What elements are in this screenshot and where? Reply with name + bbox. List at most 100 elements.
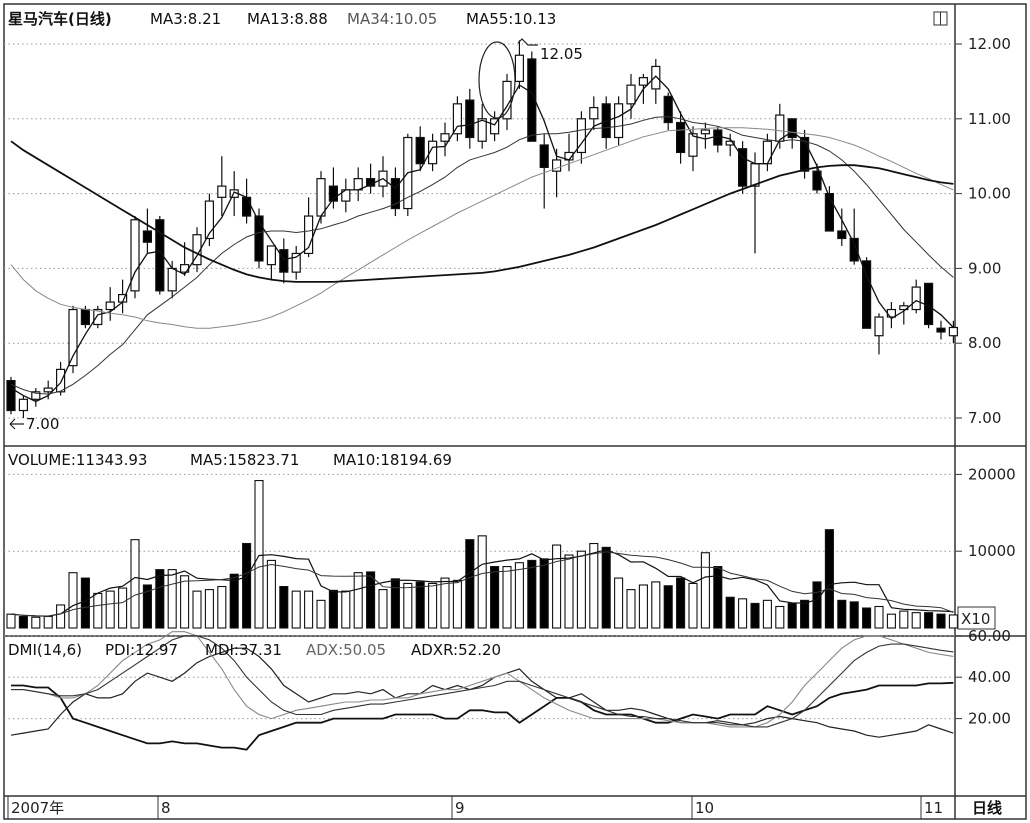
volume-bar — [787, 602, 797, 629]
dmi-tick-label: 60.00 — [968, 627, 1011, 645]
volume-ma10-line — [10, 551, 954, 617]
pdi-label: PDI:12.97 — [105, 641, 178, 659]
candle-body — [279, 249, 289, 273]
candle-body — [812, 170, 822, 191]
candle-body — [539, 144, 549, 169]
date-label: 9 — [455, 799, 465, 817]
candle-body — [93, 308, 103, 326]
dmi-tick-label: 40.00 — [968, 668, 1011, 686]
volume-bar — [465, 539, 475, 629]
price-tick-label: 10.00 — [968, 185, 1011, 203]
candle-body — [675, 121, 686, 154]
candle-body — [490, 118, 500, 135]
adx-line — [11, 631, 954, 728]
volume-bar — [452, 579, 462, 629]
volume-bar — [6, 613, 16, 629]
volume-bar — [254, 479, 264, 629]
candle-body — [452, 103, 462, 135]
volume-bar — [812, 581, 822, 629]
date-label: 10 — [695, 799, 714, 817]
volume-bar — [626, 589, 636, 629]
volume-bar — [217, 585, 227, 629]
volume-bar — [204, 589, 214, 629]
ma3-line — [10, 75, 954, 403]
volume-bar — [775, 605, 785, 629]
mdi-line — [11, 681, 954, 751]
price-tick-label: 9.00 — [968, 259, 1001, 277]
volume-bar — [514, 562, 524, 629]
candle-body — [824, 193, 835, 232]
candles — [6, 40, 959, 418]
price-tick-label: 7.00 — [968, 409, 1001, 427]
volume-bar — [403, 582, 413, 629]
candle-body — [837, 230, 847, 240]
volume-bar — [167, 569, 177, 629]
candle-body — [911, 286, 921, 311]
volume-bar — [291, 590, 301, 629]
volume-bar — [564, 554, 574, 629]
y-axis-ticks: 12.00 11.00 10.00 9.00 8.00 7.00 20000 10000 60.… — [955, 35, 1016, 728]
candle-body — [651, 65, 661, 90]
ma34-line — [10, 127, 954, 329]
volume-bar — [688, 582, 698, 629]
stock-name: 星马汽车(日线) — [8, 10, 112, 28]
candle-body — [167, 267, 177, 292]
volume-unit-label: X10 — [961, 610, 990, 628]
volume-tick-label: 10000 — [968, 542, 1016, 560]
restore-icon[interactable] — [933, 11, 948, 26]
candle-body — [762, 140, 773, 165]
candle-body — [266, 245, 276, 266]
volume-bar — [725, 596, 735, 629]
volume-bar — [527, 559, 537, 629]
volume-bar — [824, 529, 834, 629]
candle-body — [465, 99, 475, 139]
volume-bar — [242, 542, 252, 629]
candle-body — [18, 398, 28, 412]
outer-frame — [3, 3, 1027, 820]
volume-bar — [353, 572, 363, 629]
candle-body — [105, 301, 115, 311]
pdi-line — [10, 647, 954, 738]
volume-bar — [589, 542, 599, 629]
volume-ma10-label: MA10:18194.69 — [333, 451, 452, 469]
date-label: 2007年 — [11, 799, 64, 817]
candle-body — [663, 95, 673, 124]
candle-body — [886, 308, 897, 318]
date-label: 8 — [161, 799, 171, 817]
candle-body — [936, 327, 946, 333]
volume-bar — [614, 577, 624, 629]
volume-ma5-line — [10, 549, 954, 617]
adxr-label: ADXR:52.20 — [411, 641, 501, 659]
low-arrow — [9, 418, 24, 430]
candle-body — [440, 133, 450, 142]
candle-body — [80, 308, 91, 326]
candle-body — [861, 260, 872, 329]
volume-bar — [886, 613, 896, 629]
candle-body — [576, 118, 587, 154]
volume-bar — [638, 584, 648, 629]
mdi-label: MDI:37.31 — [205, 641, 282, 659]
volume-bar — [539, 558, 549, 629]
indicator-lines — [10, 75, 954, 751]
volume-bar — [328, 589, 338, 629]
candle-body — [787, 118, 797, 139]
volume-bar — [366, 571, 376, 629]
candle-body — [217, 185, 227, 198]
candle-body — [849, 237, 859, 262]
volume-bar — [676, 577, 686, 629]
volume-bar — [948, 614, 958, 629]
candle-body — [626, 84, 636, 105]
candle-body — [142, 230, 152, 243]
candle-body — [700, 129, 711, 135]
volume-bar — [502, 566, 512, 629]
volume-bar — [700, 552, 710, 629]
volume-bar — [180, 575, 190, 629]
period-button[interactable]: 日线 — [972, 799, 1002, 817]
ma55-label: MA55:10.13 — [466, 10, 556, 28]
candle-body — [589, 106, 599, 120]
volume-bar — [304, 590, 314, 629]
volume-bar — [279, 585, 289, 629]
volume-bar — [899, 610, 909, 629]
